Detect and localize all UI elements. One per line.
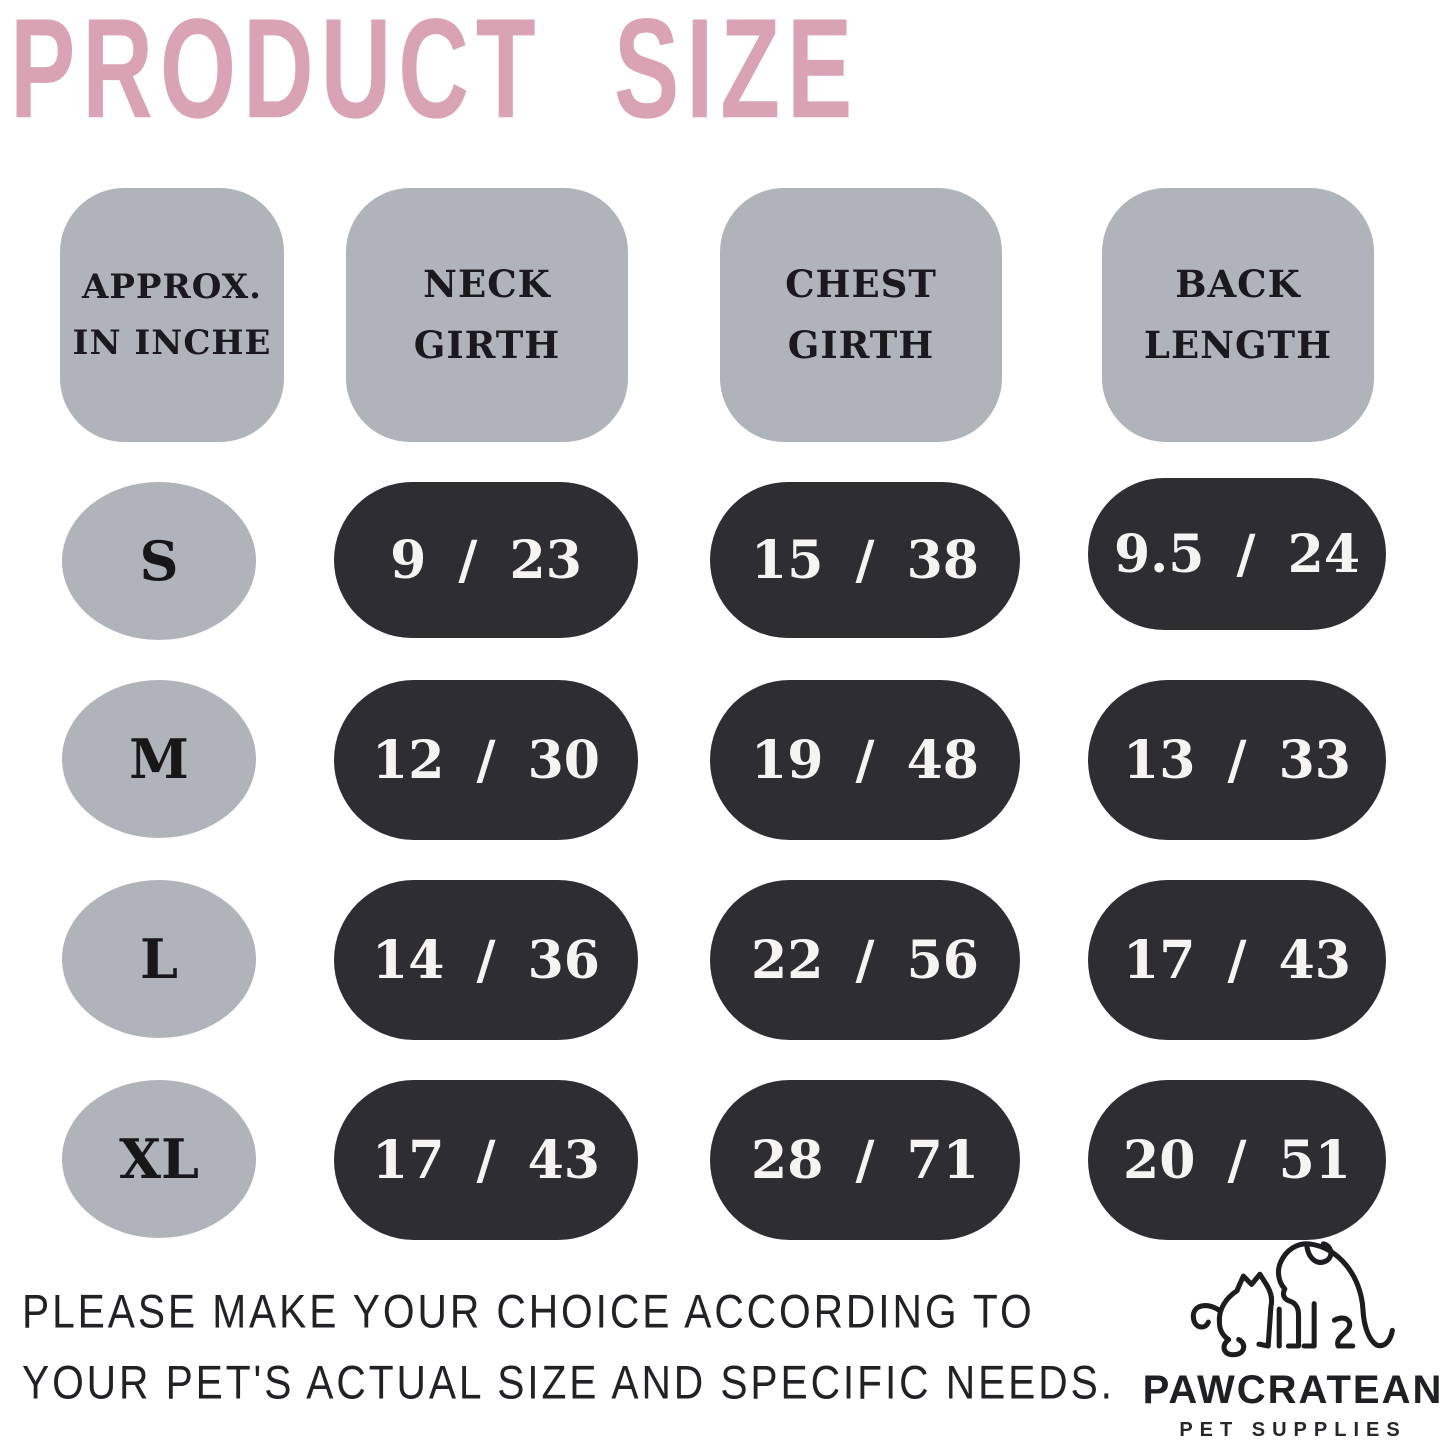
brand-name: PAWCRATEAN <box>1142 1368 1444 1412</box>
page-title: PRODUCT SIZE <box>10 0 860 149</box>
header-text: NECK GIRTH <box>414 254 561 376</box>
size-label-xl: XL <box>62 1080 256 1238</box>
note-line-2: YOUR PET'S ACTUAL SIZE AND SPECIFIC NEED… <box>22 1356 1115 1409</box>
cell-neck-s: 9 / 23 <box>334 482 638 638</box>
header-line: BACK <box>1175 261 1301 306</box>
header-text: CHEST GIRTH <box>785 254 937 376</box>
cell-back-l: 17 / 43 <box>1088 880 1386 1040</box>
header-back-length: BACK LENGTH <box>1102 188 1374 442</box>
header-line: NECK <box>423 261 551 306</box>
cell-chest-xl: 28 / 71 <box>710 1080 1020 1240</box>
brand-tagline: PET SUPPLIES <box>1179 1419 1407 1441</box>
header-approx-in-inches: APPROX. IN INCHE <box>60 188 284 442</box>
cell-neck-m: 12 / 30 <box>334 680 638 840</box>
cell-chest-s: 15 / 38 <box>710 482 1020 638</box>
header-neck-girth: NECK GIRTH <box>346 188 628 442</box>
size-label-s: S <box>62 482 256 640</box>
cell-back-m: 13 / 33 <box>1088 680 1386 840</box>
header-chest-girth: CHEST GIRTH <box>720 188 1002 442</box>
cell-neck-xl: 17 / 43 <box>334 1080 638 1240</box>
header-line: GIRTH <box>413 323 561 367</box>
header-line: LENGTH <box>1143 323 1333 367</box>
header-text: APPROX. IN INCHE <box>73 259 272 371</box>
cell-back-xl: 20 / 51 <box>1088 1080 1386 1240</box>
cell-chest-m: 19 / 48 <box>710 680 1020 840</box>
header-text: BACK LENGTH <box>1144 254 1332 376</box>
header-line: CHEST <box>785 261 937 306</box>
size-label-m: M <box>62 680 256 838</box>
cell-chest-l: 22 / 56 <box>710 880 1020 1040</box>
brand-logo: PAWCRATEAN PET SUPPLIES <box>1138 1236 1445 1442</box>
header-line: IN INCHE <box>72 323 272 363</box>
header-line: GIRTH <box>787 323 935 367</box>
size-label-l: L <box>62 880 256 1038</box>
dog-and-cat-icon <box>1190 1241 1395 1358</box>
header-line: APPROX. <box>81 266 262 307</box>
cell-back-s: 9.5 / 24 <box>1088 478 1386 630</box>
cell-neck-l: 14 / 36 <box>334 880 638 1040</box>
note-line-1: PLEASE MAKE YOUR CHOICE ACCORDING TO <box>22 1285 1035 1338</box>
